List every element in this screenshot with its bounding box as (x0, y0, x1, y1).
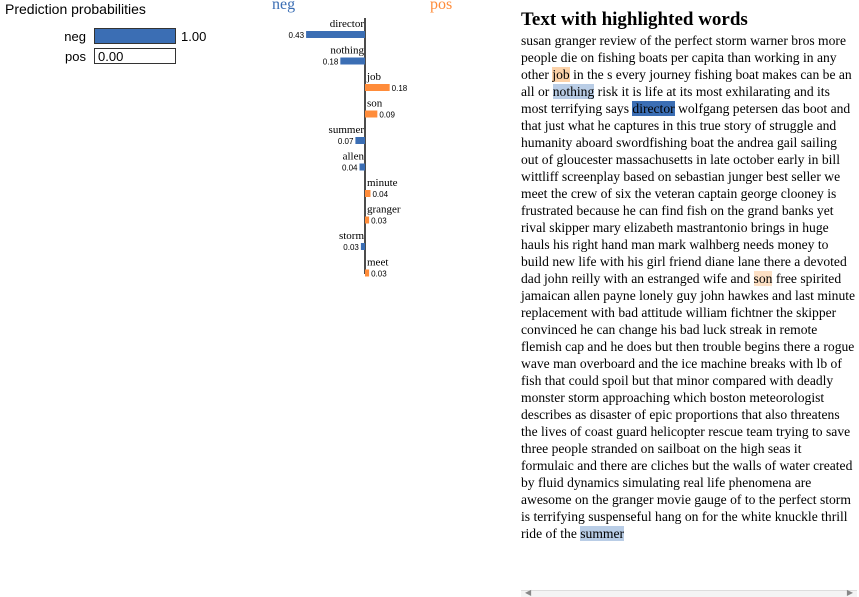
proba-label: neg (64, 29, 86, 44)
highlighted-text: susan granger review of the perfect stor… (521, 33, 856, 541)
feature-weight-bar (365, 269, 370, 277)
feature-weight-value: 0.03 (343, 243, 359, 252)
highlighted-word: summer (580, 526, 625, 541)
scroll-right-icon[interactable]: ▶ (846, 588, 853, 597)
feature-weight-value: 0.09 (379, 111, 395, 120)
feature-weight-bar (340, 57, 365, 65)
feature-weight-bar (359, 163, 365, 171)
feature-weights-chart: director0.43nothing0.18job0.18son0.09sum… (289, 18, 408, 279)
feature-word-label: job (366, 71, 382, 83)
feature-weight-bar (365, 110, 378, 118)
explanation-panel: neg pos director 0.43 nothing 0.18 job 0.18 so… (260, 0, 500, 290)
feature-weight-value: 0.03 (371, 217, 387, 226)
proba-value: 0.00 (98, 49, 124, 64)
positive-class-label: pos (430, 0, 453, 13)
feature-word-label: meet (367, 257, 388, 269)
feature-word-label: minute (367, 177, 398, 189)
proba-row-pos: pos 0.00 (0, 48, 250, 68)
feature-word-label: allen (343, 151, 365, 163)
feature-weight-value: 0.18 (392, 84, 408, 93)
proba-row-neg: neg 1.00 (0, 28, 250, 48)
feature-word-label: storm (339, 230, 365, 242)
feature-weight-value: 0.07 (338, 137, 354, 146)
feature-word-label: nothing (330, 45, 364, 57)
feature-weight-value: 0.43 (289, 31, 305, 40)
proba-label: pos (65, 49, 86, 64)
negative-class-label: neg (272, 0, 296, 13)
feature-weight-bar (360, 243, 365, 250)
feature-word-label: director (330, 18, 365, 30)
proba-bar-fill (95, 29, 175, 43)
highlighted-word: nothing (552, 84, 595, 99)
text-panel-title: Text with highlighted words (521, 9, 748, 30)
feature-weight-value: 0.04 (372, 190, 388, 199)
feature-weight-bar (365, 216, 370, 224)
feature-word-label: granger (367, 204, 401, 216)
feature-weight-value: 0.04 (342, 164, 358, 173)
prediction-probabilities-panel: Prediction probabilities neg 1.00 pos 0.… (0, 0, 250, 80)
prediction-title: Prediction probabilities (5, 1, 146, 17)
proba-value: 1.00 (181, 29, 207, 44)
text-panel: Text with highlighted words susan grange… (521, 8, 857, 542)
proba-bar-frame (94, 28, 176, 44)
highlighted-word: director (632, 101, 675, 116)
feature-weight-bar (306, 31, 365, 38)
horizontal-scrollbar[interactable]: ◀ ▶ (521, 588, 857, 597)
feature-word-label: summer (329, 124, 365, 136)
highlighted-word: job (552, 67, 570, 82)
proba-bar-frame (94, 48, 176, 64)
feature-weight-bar (355, 137, 365, 144)
feature-word-label: son (367, 98, 383, 110)
feature-weight-bar (365, 190, 371, 197)
highlighted-word: son (753, 271, 773, 286)
feature-weight-value: 0.03 (371, 270, 387, 279)
feature-weight-value: 0.18 (323, 58, 339, 67)
feature-weight-bar (365, 84, 390, 91)
scroll-left-icon[interactable]: ◀ (525, 588, 532, 597)
